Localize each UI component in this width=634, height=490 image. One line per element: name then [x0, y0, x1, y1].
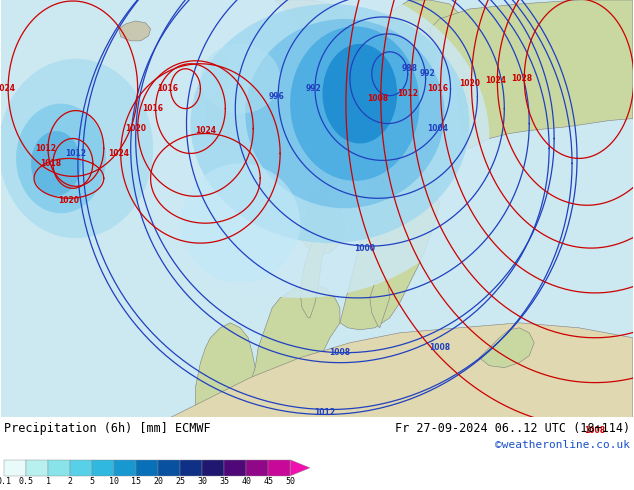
Text: 35: 35: [219, 477, 229, 486]
Ellipse shape: [245, 19, 444, 208]
Text: 15: 15: [131, 477, 141, 486]
Bar: [224, 460, 246, 476]
Text: 1024: 1024: [108, 149, 129, 158]
Text: 2: 2: [68, 477, 72, 486]
Text: 0.1: 0.1: [0, 477, 11, 486]
Polygon shape: [430, 0, 633, 148]
Text: 30: 30: [197, 477, 207, 486]
Text: 1: 1: [46, 477, 51, 486]
Text: 20: 20: [153, 477, 163, 486]
Ellipse shape: [0, 59, 153, 238]
Polygon shape: [212, 89, 230, 148]
Polygon shape: [119, 21, 151, 41]
Text: 1024: 1024: [485, 76, 506, 85]
Polygon shape: [221, 283, 340, 417]
Text: 5: 5: [89, 477, 94, 486]
Bar: [4, 460, 26, 476]
Polygon shape: [479, 328, 534, 368]
Bar: [92, 460, 114, 476]
Polygon shape: [275, 0, 360, 193]
Text: 996: 996: [268, 92, 284, 101]
Polygon shape: [195, 323, 256, 417]
Text: 1028: 1028: [511, 74, 532, 83]
Text: 1020: 1020: [459, 79, 480, 88]
Polygon shape: [214, 51, 228, 94]
Text: 1008: 1008: [585, 426, 605, 435]
Ellipse shape: [290, 26, 420, 181]
Text: Fr 27-09-2024 06..12 UTC (18+114): Fr 27-09-2024 06..12 UTC (18+114): [395, 421, 630, 435]
Bar: [114, 460, 136, 476]
Text: 0.5: 0.5: [18, 477, 34, 486]
Text: 1018: 1018: [41, 159, 61, 168]
Text: 1008: 1008: [329, 348, 351, 357]
Bar: [268, 460, 290, 476]
Text: 1016: 1016: [142, 104, 163, 113]
Bar: [136, 460, 158, 476]
Text: 1012: 1012: [314, 408, 335, 417]
Bar: [26, 460, 48, 476]
Polygon shape: [370, 278, 390, 328]
Text: 992: 992: [305, 84, 321, 93]
Bar: [246, 460, 268, 476]
Ellipse shape: [323, 44, 398, 144]
Ellipse shape: [111, 0, 489, 298]
Bar: [202, 460, 224, 476]
Bar: [70, 460, 92, 476]
Text: 1004: 1004: [427, 124, 448, 133]
Text: 10: 10: [109, 477, 119, 486]
Polygon shape: [207, 97, 218, 128]
Text: 988: 988: [402, 64, 418, 73]
Text: 25: 25: [175, 477, 185, 486]
Text: 1016: 1016: [427, 84, 448, 93]
Polygon shape: [340, 153, 439, 330]
Text: Precipitation (6h) [mm] ECMWF: Precipitation (6h) [mm] ECMWF: [4, 421, 210, 435]
Text: ©weatheronline.co.uk: ©weatheronline.co.uk: [495, 440, 630, 450]
Text: 1012: 1012: [65, 149, 86, 158]
Bar: [48, 460, 70, 476]
Text: 1008: 1008: [429, 343, 450, 352]
Text: 1012: 1012: [36, 144, 56, 153]
Bar: [158, 460, 180, 476]
Polygon shape: [300, 183, 345, 253]
Text: 1000: 1000: [354, 244, 375, 253]
Text: 1024: 1024: [0, 84, 16, 93]
Ellipse shape: [16, 103, 106, 213]
Text: 40: 40: [241, 477, 251, 486]
Bar: [180, 460, 202, 476]
Text: 45: 45: [263, 477, 273, 486]
Polygon shape: [300, 223, 330, 318]
Ellipse shape: [31, 131, 81, 196]
Text: 1016: 1016: [157, 84, 178, 93]
Polygon shape: [340, 0, 460, 208]
Text: 1012: 1012: [397, 89, 418, 98]
Text: 1020: 1020: [58, 196, 79, 205]
Polygon shape: [290, 460, 310, 476]
Text: 50: 50: [285, 477, 295, 486]
Ellipse shape: [200, 44, 280, 114]
Ellipse shape: [190, 4, 469, 243]
Text: 1020: 1020: [125, 124, 146, 133]
Text: 992: 992: [420, 69, 436, 78]
Text: 1008: 1008: [367, 94, 389, 103]
Ellipse shape: [181, 163, 300, 283]
Polygon shape: [171, 323, 633, 417]
Text: 1024: 1024: [195, 126, 216, 135]
